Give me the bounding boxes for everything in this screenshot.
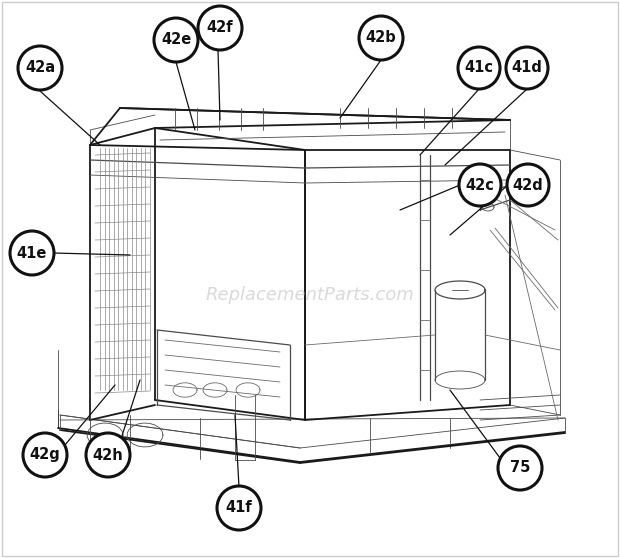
Text: 42a: 42a [25, 60, 55, 75]
Text: 41f: 41f [226, 501, 252, 516]
Text: ReplacementParts.com: ReplacementParts.com [206, 286, 414, 304]
Text: 42e: 42e [161, 32, 191, 47]
Circle shape [498, 446, 542, 490]
Circle shape [10, 231, 54, 275]
Circle shape [154, 18, 198, 62]
Text: 42f: 42f [206, 21, 233, 36]
Text: 41e: 41e [17, 246, 47, 261]
Circle shape [86, 433, 130, 477]
Circle shape [359, 16, 403, 60]
Text: 42b: 42b [366, 31, 396, 46]
Circle shape [198, 6, 242, 50]
Text: 42g: 42g [30, 448, 60, 463]
Circle shape [506, 47, 548, 89]
Circle shape [459, 164, 501, 206]
Text: 75: 75 [510, 460, 530, 475]
Text: 41d: 41d [512, 60, 542, 75]
Circle shape [217, 486, 261, 530]
Circle shape [18, 46, 62, 90]
Text: 42c: 42c [466, 177, 494, 193]
Text: 42d: 42d [513, 177, 543, 193]
Text: 41c: 41c [464, 60, 494, 75]
Circle shape [507, 164, 549, 206]
Circle shape [23, 433, 67, 477]
Text: 42h: 42h [92, 448, 123, 463]
Circle shape [458, 47, 500, 89]
